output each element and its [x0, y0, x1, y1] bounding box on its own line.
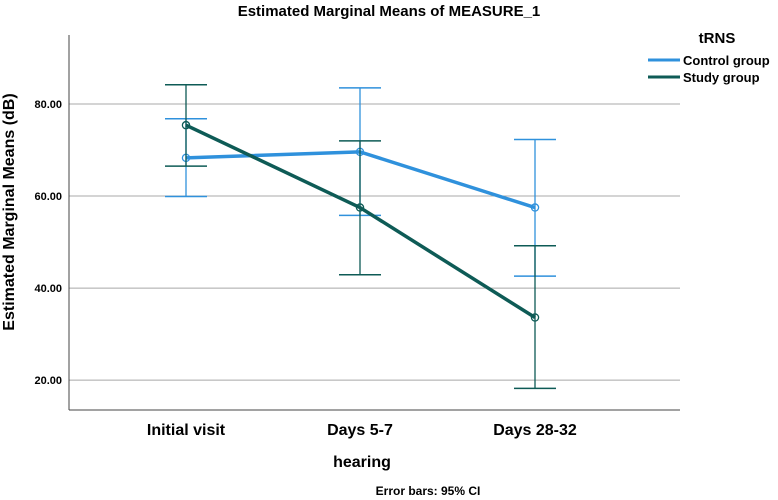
- legend-entry-control: Control group: [683, 53, 770, 68]
- y-tick-label: 80.00: [34, 99, 62, 111]
- series-line: [185, 123, 536, 319]
- data-point: [530, 203, 540, 212]
- x-tick-label: Initial visit: [147, 422, 226, 439]
- x-axis-label: hearing: [333, 454, 391, 471]
- x-tick-labels: Initial visit Days 5-7 Days 28-32: [147, 422, 577, 439]
- legend-entry-study: Study group: [683, 70, 760, 85]
- legend: tRNS Control group Study group: [648, 30, 770, 85]
- legend-title: tRNS: [699, 30, 736, 47]
- gridlines: [69, 103, 680, 381]
- x-tick-label: Days 5-7: [327, 422, 393, 439]
- x-tick-label: Days 28-32: [493, 422, 577, 439]
- y-tick-labels: 20.00 40.00 60.00 80.00: [34, 99, 62, 387]
- y-axis-label: Estimated Marginal Means (dB): [1, 93, 18, 330]
- data-point: [181, 120, 191, 130]
- y-tick-label: 20.00: [34, 375, 62, 387]
- chart-title: Estimated Marginal Means of MEASURE_1: [238, 3, 541, 20]
- y-tick-label: 60.00: [34, 191, 62, 203]
- error-bars-footnote: Error bars: 95% CI: [376, 484, 481, 498]
- data-point: [355, 203, 365, 212]
- data-point: [530, 313, 540, 322]
- y-tick-label: 40.00: [34, 283, 62, 295]
- series-layer: [165, 83, 556, 390]
- series-study-group: [165, 83, 556, 390]
